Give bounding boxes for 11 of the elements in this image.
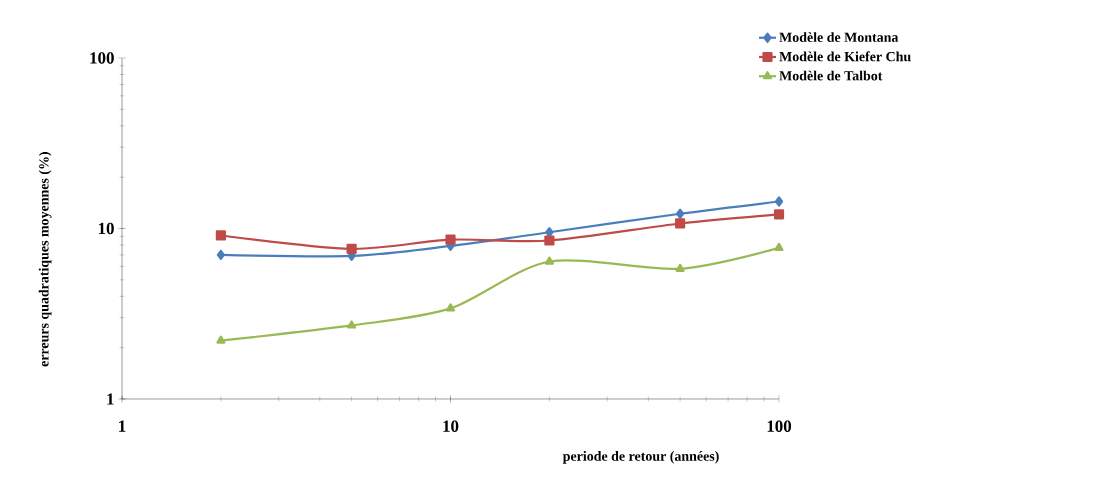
- legend-label: Modèle de Talbot: [779, 70, 883, 81]
- x-axis-title: periode de retour (années): [562, 451, 719, 464]
- y-tick-label: 1: [107, 393, 114, 405]
- legend-label: Modèle de Montana: [779, 32, 899, 42]
- y-axis-title: erreurs quadratiques moyennes (%): [38, 152, 52, 367]
- legend-label: Modèle de Kiefer Chu: [779, 51, 911, 62]
- x-tick-label: 1: [119, 420, 126, 432]
- y-tick-label: 10: [98, 222, 114, 235]
- x-tick-label: 100: [767, 420, 792, 432]
- x-tick-label: 10: [443, 420, 459, 432]
- y-tick-label: 100: [90, 52, 114, 64]
